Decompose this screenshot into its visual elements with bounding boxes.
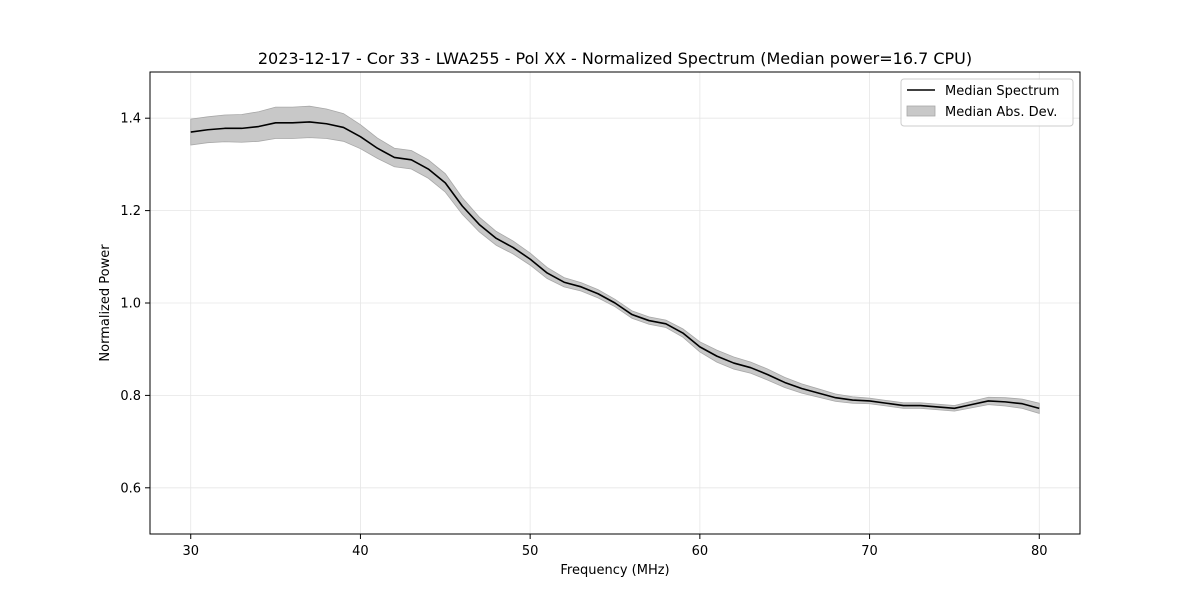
x-tick-label: 50	[522, 544, 539, 559]
y-tick-label: 1.4	[120, 112, 141, 127]
y-tick-label: 1.0	[120, 297, 141, 312]
y-tick-label: 1.2	[120, 204, 141, 219]
y-tick-label: 0.6	[120, 481, 141, 496]
legend-band-swatch	[906, 105, 936, 117]
x-tick-label: 60	[692, 544, 709, 559]
x-tick-label: 30	[182, 544, 199, 559]
legend: Median Spectrum Median Abs. Dev.	[900, 78, 1074, 127]
legend-label-median-abs-dev: Median Abs. Dev.	[945, 105, 1057, 120]
y-tick-label: 0.8	[120, 389, 141, 404]
chart-title: 2023-12-17 - Cor 33 - LWA255 - Pol XX - …	[258, 49, 972, 68]
x-tick-label: 80	[1031, 544, 1048, 559]
x-axis-ticks: 30 40 50 60 70 80	[182, 534, 1048, 559]
mad-band	[190, 105, 1040, 414]
median-spectrum-line	[190, 121, 1040, 410]
legend-label-median-spectrum: Median Spectrum	[945, 84, 1059, 99]
y-axis-ticks: 0.6 0.8 1.0 1.2 1.4	[120, 112, 150, 496]
y-axis-label: Normalized Power	[98, 244, 113, 362]
x-tick-label: 40	[352, 544, 369, 559]
legend-box	[900, 78, 1074, 127]
x-axis-label: Frequency (MHz)	[560, 563, 669, 578]
x-tick-label: 70	[861, 544, 878, 559]
